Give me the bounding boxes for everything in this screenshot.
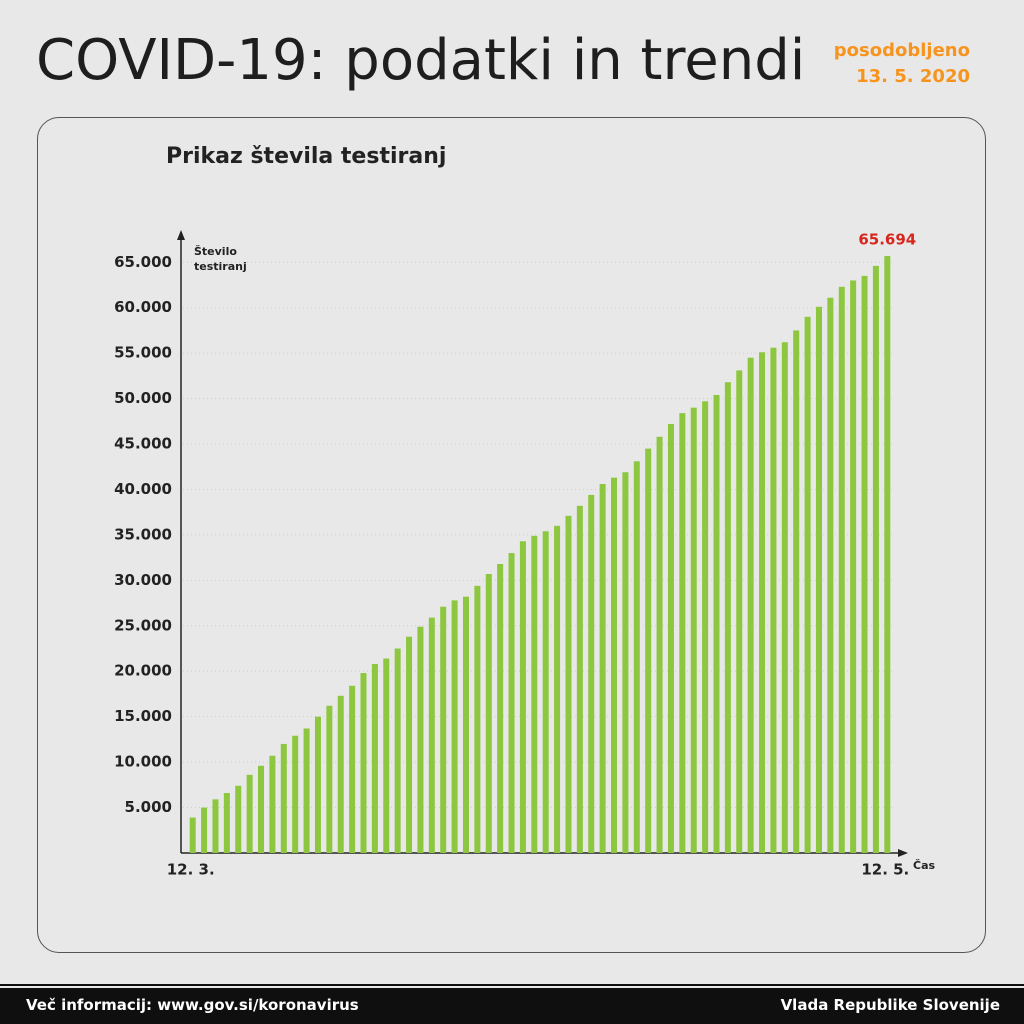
y-tick-label: 25.000	[114, 616, 172, 634]
bar	[223, 793, 230, 853]
bar	[394, 648, 401, 853]
bar	[360, 673, 367, 853]
y-tick-label: 35.000	[114, 525, 172, 543]
bar	[531, 535, 538, 853]
bar	[235, 785, 242, 853]
footer-source: Vlada Republike Slovenije	[780, 996, 1000, 1014]
bar	[736, 370, 743, 853]
y-tick-label: 10.000	[114, 753, 172, 771]
bar	[440, 606, 447, 853]
y-axis-label: Število testiranj	[194, 245, 247, 273]
bar	[611, 477, 618, 853]
bar	[804, 316, 811, 853]
y-arrow	[177, 230, 185, 240]
y-tick-label: 15.000	[114, 707, 172, 725]
bar	[383, 658, 390, 853]
bar	[781, 342, 788, 853]
bar	[850, 280, 857, 853]
y-tick-label: 30.000	[114, 571, 172, 589]
bar	[793, 330, 800, 853]
bar	[337, 695, 344, 853]
y-tick-label: 65.000	[114, 253, 172, 271]
y-tick-label: 45.000	[114, 435, 172, 453]
update-label: posodobljeno	[833, 40, 970, 61]
bar	[667, 424, 674, 853]
bar	[690, 407, 697, 853]
page-title: COVID-19: podatki in trendi	[36, 28, 806, 93]
bar	[371, 663, 378, 853]
bar	[314, 716, 321, 853]
x-tick-label: 12. 5.	[861, 861, 909, 879]
footer-info: Več informacij: www.gov.si/koronavirus	[26, 996, 359, 1014]
bar	[815, 306, 822, 853]
x-tick-label: 12. 3.	[167, 861, 215, 879]
value-label: 65.694	[858, 230, 916, 248]
bar	[212, 799, 219, 853]
bar	[576, 505, 583, 853]
bar	[565, 515, 572, 853]
update-info: posodobljeno 13. 5. 2020	[834, 38, 970, 90]
bar	[861, 275, 868, 853]
x-arrow	[898, 849, 908, 857]
bar	[838, 286, 845, 853]
bar	[656, 436, 663, 853]
bar	[679, 413, 686, 853]
bar	[747, 357, 754, 853]
chart-panel	[37, 117, 986, 953]
bar	[406, 636, 413, 853]
bar	[519, 541, 526, 853]
bar	[645, 448, 652, 853]
bar	[269, 755, 276, 853]
bar	[827, 297, 834, 853]
bar	[474, 585, 481, 853]
bar	[246, 774, 253, 853]
bar	[622, 472, 629, 853]
bar	[258, 765, 265, 853]
x-axis-label: Čas	[913, 859, 935, 872]
bar	[451, 600, 458, 853]
bar	[554, 525, 561, 853]
bar	[588, 494, 595, 853]
bar	[770, 347, 777, 853]
bar	[508, 553, 515, 853]
bar	[303, 728, 310, 853]
bar	[485, 573, 492, 853]
bar	[349, 685, 356, 853]
y-tick-label: 60.000	[114, 298, 172, 316]
bar	[201, 807, 208, 853]
bar	[280, 743, 287, 853]
bar	[633, 461, 640, 853]
bar	[759, 352, 766, 853]
bar	[724, 382, 731, 853]
bar	[189, 817, 196, 853]
bar	[497, 563, 504, 853]
bar	[599, 484, 606, 853]
bar	[542, 531, 549, 853]
bar	[292, 735, 299, 853]
y-tick-label: 55.000	[114, 344, 172, 362]
footer: Več informacij: www.gov.si/koronavirus V…	[0, 988, 1024, 1024]
y-tick-label: 20.000	[114, 662, 172, 680]
bar	[872, 265, 879, 853]
bar	[702, 401, 709, 853]
y-tick-label: 5.000	[125, 798, 172, 816]
bar	[417, 626, 424, 853]
y-tick-label: 40.000	[114, 480, 172, 498]
bar	[462, 596, 469, 853]
footer-rule	[0, 984, 1024, 986]
bar	[326, 705, 333, 853]
y-tick-label: 50.000	[114, 389, 172, 407]
bar	[713, 394, 720, 853]
chart-title: Prikaz števila testiranj	[166, 144, 447, 169]
update-date: 13. 5. 2020	[856, 66, 970, 87]
bar	[428, 617, 435, 853]
bar	[884, 255, 891, 854]
